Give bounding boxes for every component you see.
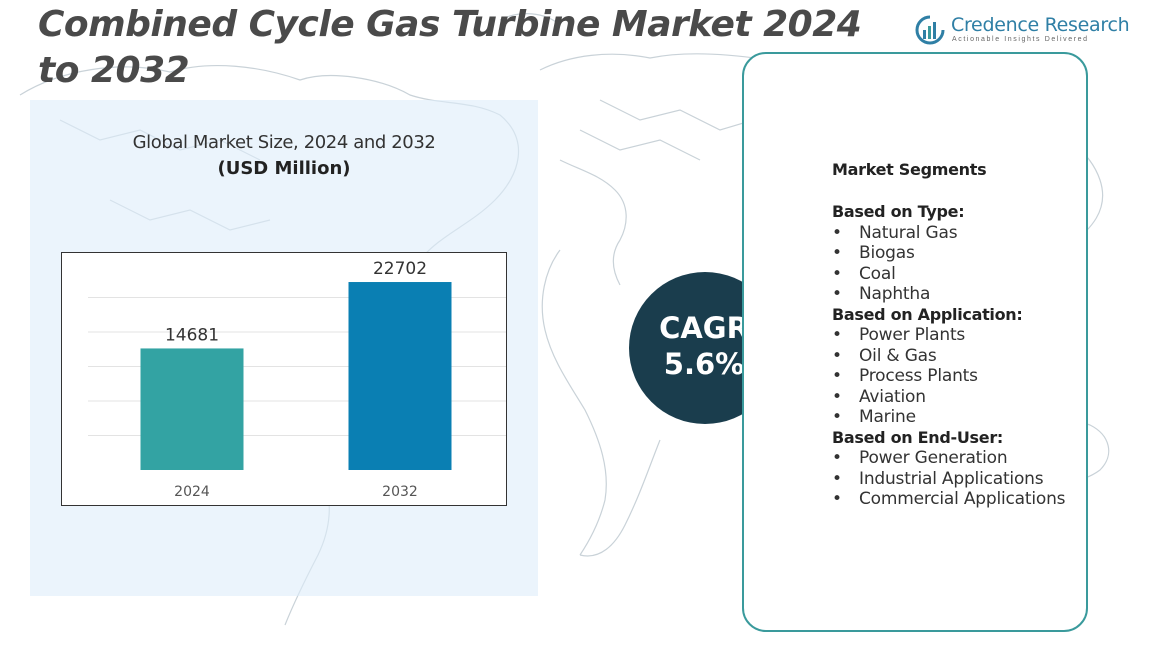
logo-name: Credence Research: [951, 14, 1130, 36]
segment-item-label: Commercial Applications: [859, 489, 1066, 509]
segment-item-label: Natural Gas: [859, 222, 958, 243]
x-tick-label-2024: 2024: [174, 484, 210, 500]
segment-group-title: Based on End-User:: [832, 427, 1004, 447]
cagr-text: CAGR 5.6%: [632, 310, 776, 382]
segment-item-label: Biogas: [859, 243, 915, 263]
bullet-icon: •: [832, 263, 842, 284]
segment-list: • Power Plants • Oil & Gas • Process Plants…: [832, 325, 1082, 428]
chart-unit: (USD Million): [217, 158, 351, 179]
bar-chart: 14681 2024 22702 2032: [61, 252, 507, 506]
segment-item-label: Power Plants: [859, 325, 966, 345]
list-item: • Naphtha: [832, 284, 1082, 305]
bullet-icon: •: [832, 448, 842, 468]
list-item: • Process Plants: [832, 366, 1082, 387]
list-item: • Marine: [832, 407, 1082, 428]
list-item: • Power Generation: [832, 448, 1082, 469]
list-item: • Natural Gas: [832, 223, 1082, 244]
data-label-2024: 14681: [165, 325, 219, 345]
bullet-icon: •: [832, 366, 842, 386]
segment-group-title: Based on Application:: [832, 304, 1023, 324]
page-title: Combined Cycle Gas Turbine Market 2024 t…: [38, 4, 862, 91]
bullet-icon: •: [832, 489, 842, 509]
bullet-icon: •: [832, 284, 842, 304]
bullet-icon: •: [832, 345, 842, 366]
cagr-value: 5.6%: [663, 347, 745, 381]
segment-item-label: Industrial Applications: [859, 468, 1044, 489]
segment-groups: Based on Type: • Natural Gas • Biogas • Coa…: [832, 202, 1082, 510]
list-item: • Commercial Applications: [832, 489, 1082, 510]
bar-2024: [140, 348, 244, 470]
list-item: • Coal: [832, 264, 1082, 285]
market-segments-card: Market Segments Based on Type: • Natural …: [742, 52, 1088, 632]
bar-chart-logo-icon: [915, 15, 945, 45]
list-item: • Industrial Applications: [832, 469, 1082, 490]
list-item: • Power Plants: [832, 325, 1082, 346]
bullet-icon: •: [832, 222, 842, 243]
segment-group-title: Based on Type:: [832, 202, 965, 221]
list-item: • Oil & Gas: [832, 346, 1082, 367]
logo-tagline: Actionable Insights Delivered: [952, 36, 1089, 43]
bullet-icon: •: [832, 468, 842, 489]
bullet-icon: •: [832, 407, 842, 427]
bullet-icon: •: [832, 325, 842, 345]
segment-item-label: Coal: [859, 263, 896, 284]
segment-list: • Power Generation • Industrial Applicatio…: [832, 448, 1082, 510]
chart-title: Global Market Size, 2024 and 2032: [132, 132, 436, 153]
segment-item-label: Marine: [859, 407, 916, 427]
bar-2032: [348, 282, 452, 470]
list-item: • Aviation: [832, 387, 1082, 408]
segment-item-label: Naphtha: [859, 284, 931, 304]
data-label-2032: 22702: [373, 259, 427, 279]
segment-list: • Natural Gas • Biogas • Coal • Naphtha: [832, 223, 1082, 305]
segment-group-application: Based on Application: • Power Plants • Oil…: [832, 305, 1082, 428]
segment-group-type: Based on Type: • Natural Gas • Biogas • Coa…: [832, 202, 1082, 305]
x-tick-label-2032: 2032: [382, 484, 418, 500]
brand-logo: Credence Research Actionable Insights De…: [915, 14, 1130, 48]
bullet-icon: •: [832, 386, 842, 407]
segment-item-label: Process Plants: [859, 366, 978, 386]
segments-heading: Market Segments: [832, 160, 987, 179]
list-item: • Biogas: [832, 243, 1082, 264]
segment-group-end-user: Based on End-User: • Power Generation • In…: [832, 428, 1082, 510]
market-size-panel: Global Market Size, 2024 and 2032 (USD M…: [30, 100, 538, 596]
segment-item-label: Aviation: [859, 386, 926, 407]
segment-item-label: Oil & Gas: [859, 345, 937, 366]
segment-item-label: Power Generation: [859, 448, 1008, 468]
cagr-label: CAGR: [659, 311, 749, 345]
bullet-icon: •: [832, 243, 842, 263]
bar-chart-svg: 14681 2024 22702 2032: [88, 259, 506, 500]
